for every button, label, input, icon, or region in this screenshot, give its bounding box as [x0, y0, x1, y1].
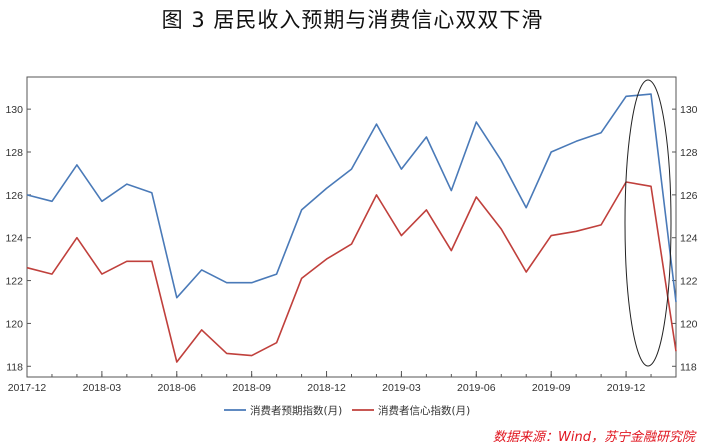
series-line-1	[26, 181, 677, 363]
legend-label-0: 消费者预期指数(月)	[250, 404, 342, 417]
y-tick-label-left: 126	[5, 190, 23, 202]
x-tick-label: 2017-12	[8, 382, 47, 394]
x-tick-label: 2018-12	[307, 382, 346, 394]
y-tick-label-left: 120	[5, 318, 23, 330]
y-tick-label-left: 118	[6, 361, 23, 373]
y-tick-label-left: 130	[5, 104, 23, 116]
y-tick-label-left: 122	[5, 276, 23, 288]
highlight-ellipse	[624, 79, 672, 367]
x-tick-label: 2019-12	[607, 382, 646, 394]
y-tick-label-right: 128	[680, 147, 698, 159]
legend-label-1: 消费者信心指数(月)	[378, 404, 470, 417]
y-tick-label-right: 118	[680, 361, 697, 373]
chart-title: 图 3 居民收入预期与消费信心双双下滑	[161, 8, 544, 32]
y-tick-label-left: 128	[5, 147, 23, 159]
y-tick-label-right: 122	[680, 276, 698, 288]
source-note: 数据来源：Wind，苏宁金融研究院	[493, 430, 695, 445]
y-tick-label-right: 126	[680, 190, 698, 202]
x-tick-label: 2018-03	[83, 382, 122, 394]
y-tick-label-right: 130	[680, 104, 698, 116]
x-tick-label: 2019-03	[382, 382, 421, 394]
x-tick-label: 2018-09	[232, 382, 271, 394]
plot-frame	[26, 76, 677, 378]
x-tick-label: 2019-09	[532, 382, 571, 394]
y-tick-label-left: 124	[5, 233, 23, 245]
y-tick-label-right: 120	[680, 318, 698, 330]
x-tick-label: 2018-06	[157, 382, 196, 394]
series-line-0	[26, 93, 677, 303]
y-tick-label-right: 124	[680, 233, 698, 245]
x-tick-label: 2019-06	[457, 382, 496, 394]
